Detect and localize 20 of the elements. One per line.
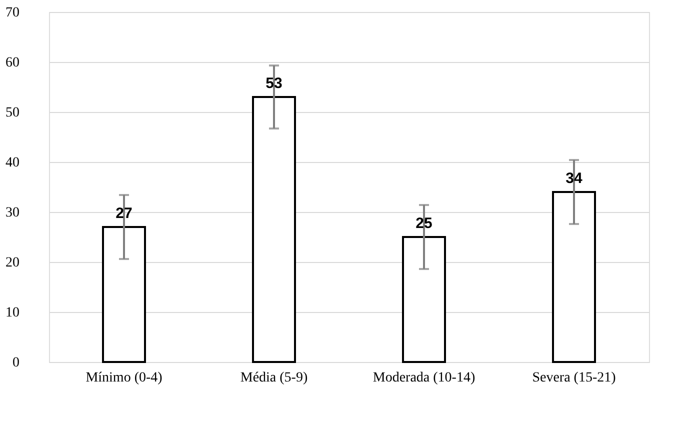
bar <box>552 191 596 363</box>
x-tick-label: Média (5-9) <box>240 370 308 386</box>
y-tick-label: 50 <box>6 106 20 120</box>
y-tick-label: 60 <box>6 56 20 70</box>
data-label: 34 <box>566 170 583 187</box>
data-label: 27 <box>116 205 132 222</box>
y-tick-label: 0 <box>12 356 20 370</box>
y-tick-label: 40 <box>6 156 20 170</box>
y-tick-label: 70 <box>6 6 20 20</box>
x-tick-label: Moderada (10-14) <box>372 370 476 386</box>
y-tick-label: 30 <box>6 206 20 220</box>
x-tick-label: Mínimo (0-4) <box>86 370 163 386</box>
bar <box>102 226 146 363</box>
data-label: 25 <box>416 215 432 232</box>
bar <box>402 236 446 363</box>
y-tick-label: 20 <box>6 256 20 270</box>
x-tick-label: Severa (15-21) <box>532 370 616 386</box>
y-tick-label: 10 <box>6 306 20 320</box>
bar <box>252 96 296 363</box>
data-label: 53 <box>266 75 282 92</box>
